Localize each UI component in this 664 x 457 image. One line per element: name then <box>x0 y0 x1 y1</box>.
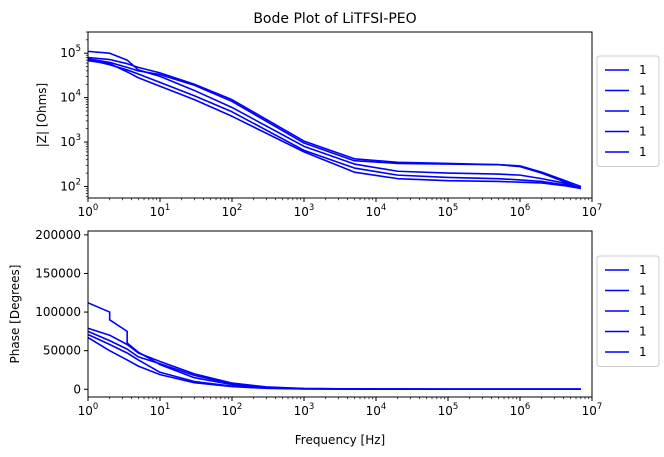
chart-title: Bode Plot of LiTFSI-PEO <box>253 11 416 27</box>
series-line-4 <box>88 58 581 189</box>
phase-y-axis-label: Phase [Degrees] <box>8 265 22 364</box>
legend-label: 1 <box>639 125 647 139</box>
x-tick-label: 100 <box>78 402 99 418</box>
y-tick-label: 103 <box>60 133 81 149</box>
y-tick-label: 0 <box>73 382 81 396</box>
legend-label: 1 <box>639 284 647 298</box>
x-axis-label: Frequency [Hz] <box>295 433 386 447</box>
y-tick-label: 102 <box>60 177 81 193</box>
x-tick-label: 101 <box>150 402 171 418</box>
x-tick-label: 103 <box>294 203 315 219</box>
y-tick-label: 105 <box>60 44 81 60</box>
phase-legend: 1 1 1 1 1 <box>596 255 660 367</box>
series-line-3 <box>88 57 582 188</box>
magnitude-series-layer <box>88 50 582 190</box>
phase-series-layer <box>88 302 581 391</box>
x-tick-label: 105 <box>438 203 459 219</box>
magnitude-panel: Bode Plot of LiTFSI-PEO 100 101 102 103 104 1… <box>35 11 660 219</box>
series-line-5 <box>88 336 581 391</box>
phase-panel: 100 101 102 103 104 105 106 107 0 50000 100000 1500… <box>8 228 660 447</box>
y-tick-label: 104 <box>60 89 81 105</box>
x-tick-label: 107 <box>582 402 603 418</box>
legend-label: 1 <box>639 84 647 98</box>
legend-label: 1 <box>639 63 647 77</box>
x-tick-label: 104 <box>366 203 387 219</box>
phase-ticks: 100 101 102 103 104 105 106 107 0 50000 100000 1500… <box>35 228 602 418</box>
magnitude-legend: 1 1 1 1 1 <box>596 55 660 167</box>
legend-label: 1 <box>639 345 647 359</box>
legend-label: 1 <box>639 104 647 118</box>
magnitude-y-axis-label: |Z| [Ohms] <box>35 83 49 147</box>
x-tick-label: 100 <box>78 203 99 219</box>
x-tick-label: 103 <box>294 402 315 418</box>
legend-label: 1 <box>639 325 647 339</box>
magnitude-ticks: 100 101 102 103 104 105 106 107 102 103 104 105 <box>60 31 603 219</box>
y-tick-label: 50000 <box>43 344 81 358</box>
x-tick-label: 102 <box>222 402 243 418</box>
x-tick-label: 106 <box>510 203 531 219</box>
y-tick-label: 200000 <box>35 228 81 242</box>
legend-label: 1 <box>639 304 647 318</box>
legend-label: 1 <box>639 145 647 159</box>
x-tick-label: 104 <box>366 402 387 418</box>
legend-label: 1 <box>639 263 647 277</box>
series-line-5 <box>88 59 581 190</box>
phase-axes-frame <box>87 230 593 398</box>
x-tick-label: 107 <box>582 203 603 219</box>
x-tick-label: 102 <box>222 203 243 219</box>
x-tick-label: 101 <box>150 203 171 219</box>
y-tick-label: 100000 <box>35 305 81 319</box>
x-tick-label: 106 <box>510 402 531 418</box>
x-tick-label: 105 <box>438 402 459 418</box>
y-tick-label: 150000 <box>35 266 81 280</box>
